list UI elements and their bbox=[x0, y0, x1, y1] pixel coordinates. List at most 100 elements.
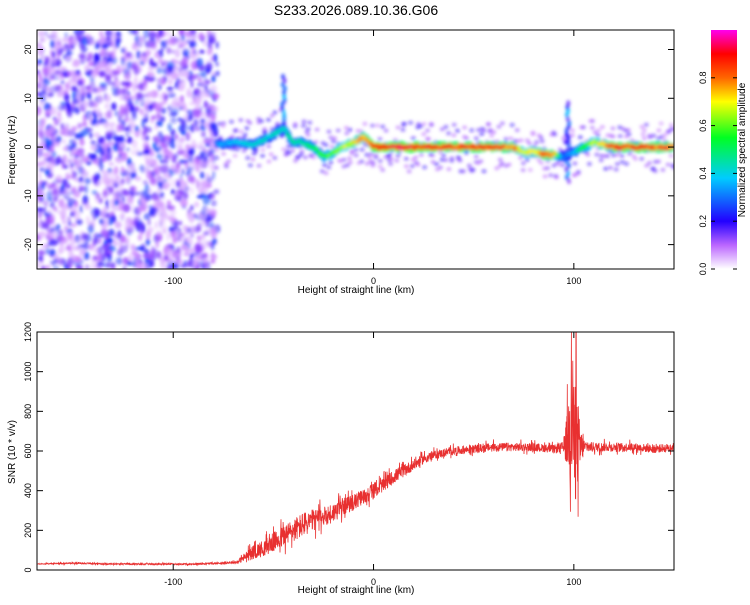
spectrogram-noise-cell bbox=[105, 36, 112, 41]
snr-xlabel: Height of straight line (km) bbox=[298, 585, 415, 596]
spectrogram-ytick-label: -20 bbox=[23, 238, 33, 251]
spectrogram-noise-cell bbox=[82, 99, 88, 110]
spectrogram-haze-cell bbox=[647, 160, 653, 165]
spectrogram-noise-cell bbox=[78, 165, 82, 169]
spectrogram-haze-cell bbox=[581, 125, 586, 130]
spectrogram-haze-cell bbox=[401, 121, 407, 126]
spectrogram-noise-cell bbox=[181, 57, 189, 67]
spectrogram-noise-cell bbox=[43, 206, 47, 216]
spectrogram-noise-cell bbox=[126, 94, 131, 100]
spectrogram-noise-cell bbox=[86, 233, 92, 243]
spectrogram-noise-cell bbox=[153, 234, 159, 244]
spectrogram-noise-cell bbox=[56, 257, 64, 265]
spectrogram-noise-cell bbox=[190, 247, 194, 253]
spectrogram-noise-cell bbox=[200, 219, 206, 227]
spectrogram-haze-cell bbox=[457, 158, 463, 163]
spectrogram-haze-cell bbox=[220, 124, 226, 128]
spectrogram-noise-cell bbox=[99, 49, 106, 58]
spectrogram-noise-cell bbox=[98, 266, 102, 269]
spectrogram-noise-cell bbox=[56, 155, 62, 165]
spectrogram-noise-cell bbox=[170, 138, 175, 143]
spectrogram-haze-cell bbox=[656, 128, 662, 133]
spectrogram-spike-cell bbox=[567, 143, 571, 150]
spectrogram-noise-cell bbox=[190, 123, 194, 133]
spectrogram-noise-cell bbox=[210, 242, 215, 251]
spectrogram-haze-cell bbox=[464, 136, 470, 141]
spectrogram-noise-cell bbox=[204, 67, 212, 73]
spectrogram-noise-cell bbox=[167, 65, 174, 75]
spectrogram-noise-cell bbox=[186, 227, 192, 233]
spectrogram-haze-cell bbox=[668, 123, 674, 127]
spectrogram-noise-cell bbox=[102, 121, 106, 128]
spectrogram-haze-cell bbox=[545, 166, 551, 171]
spectrogram-noise-cell bbox=[75, 69, 81, 76]
spectrogram-haze-cell bbox=[233, 128, 239, 133]
spectrogram-haze-cell bbox=[614, 161, 620, 166]
spectrogram-noise-cell bbox=[45, 215, 50, 225]
spectrogram-noise-cell bbox=[97, 136, 105, 144]
spectrogram-noise-cell bbox=[89, 40, 96, 45]
spectrogram-noise-cell bbox=[198, 32, 205, 40]
spectrogram-noise-cell bbox=[176, 181, 181, 188]
spectrogram-noise-cell bbox=[122, 107, 130, 115]
snr-ytick-label: 1000 bbox=[23, 362, 33, 382]
spectrogram-noise-cell bbox=[175, 134, 179, 140]
spectrogram-haze-cell bbox=[362, 121, 368, 126]
spectrogram-noise-cell bbox=[121, 88, 129, 94]
spectrogram-haze-cell bbox=[413, 155, 419, 160]
spectrogram-noise-cell bbox=[194, 100, 200, 111]
spectrogram-noise-cell bbox=[209, 84, 218, 94]
spectrogram-noise-cell bbox=[47, 92, 54, 97]
spectrogram-haze-cell bbox=[347, 127, 353, 132]
spectrogram-noise-cell bbox=[62, 139, 66, 144]
spectrogram-noise-cell bbox=[131, 83, 137, 93]
spectrogram-haze-cell bbox=[538, 135, 544, 140]
spectrogram-noise-cell bbox=[87, 99, 95, 108]
spectrogram-noise-cell bbox=[110, 177, 115, 185]
spectrogram-noise-cell bbox=[96, 94, 104, 104]
spectrogram-haze-cell bbox=[575, 170, 581, 174]
spectrogram-haze-cell bbox=[275, 121, 280, 126]
spectrogram-noise-cell bbox=[178, 220, 183, 226]
snr-ylabel: SNR (10 * v/v) bbox=[7, 420, 18, 484]
spectrogram-noise-cell bbox=[64, 82, 70, 90]
spectrogram-noise-cell bbox=[48, 183, 57, 189]
spectrogram-noise-cell bbox=[183, 182, 188, 190]
spectrogram-haze-cell bbox=[486, 122, 492, 127]
spectrogram-noise-cell bbox=[55, 84, 61, 93]
spectrogram-haze-cell bbox=[425, 137, 431, 142]
spectrogram-haze-cell bbox=[337, 158, 342, 163]
spectrogram-noise-cell bbox=[193, 126, 201, 132]
spectrogram-noise-cell bbox=[74, 134, 79, 139]
spectrogram-noise-cell bbox=[123, 50, 128, 57]
spectrogram-noise-cell bbox=[156, 181, 164, 187]
spectrogram-haze-cell bbox=[518, 138, 524, 143]
spectrogram-haze-cell bbox=[377, 164, 383, 169]
spectrogram-noise-cell bbox=[68, 78, 73, 83]
spectrogram-noise-cell bbox=[91, 190, 98, 195]
spectrogram-noise-cell bbox=[61, 220, 68, 225]
snr-ytick-label: 1200 bbox=[23, 322, 33, 342]
spectrogram-haze-cell bbox=[272, 155, 278, 160]
spectrogram-noise-cell bbox=[66, 257, 73, 267]
spectrogram-noise-cell bbox=[182, 104, 187, 112]
spectrogram-haze-cell bbox=[652, 169, 658, 173]
spectrogram-noise-cell bbox=[205, 93, 211, 98]
spectrogram-noise-cell bbox=[197, 89, 206, 96]
spectrogram-noise-cell bbox=[99, 146, 105, 157]
spectrogram-noise-cell bbox=[79, 205, 83, 214]
spectrogram-noise-cell bbox=[136, 60, 141, 66]
spectrogram-noise-cell bbox=[156, 153, 164, 160]
spectrogram-haze-cell bbox=[639, 156, 645, 161]
spectrogram-noise-cell bbox=[63, 93, 70, 102]
spectrogram-noise-cell bbox=[210, 259, 216, 264]
spectrogram-noise-cell bbox=[87, 153, 94, 160]
spectrogram-noise-cell bbox=[96, 42, 101, 49]
spectrogram-haze-cell bbox=[250, 157, 256, 162]
spectrogram-noise-cell bbox=[107, 110, 111, 119]
spectrogram-haze-cell bbox=[596, 128, 602, 133]
spectrogram-noise-cell bbox=[194, 109, 203, 118]
spectrogram-noise-cell bbox=[78, 176, 84, 183]
spectrogram-noise-cell bbox=[75, 265, 84, 269]
spectrogram-noise-cell bbox=[205, 261, 211, 266]
